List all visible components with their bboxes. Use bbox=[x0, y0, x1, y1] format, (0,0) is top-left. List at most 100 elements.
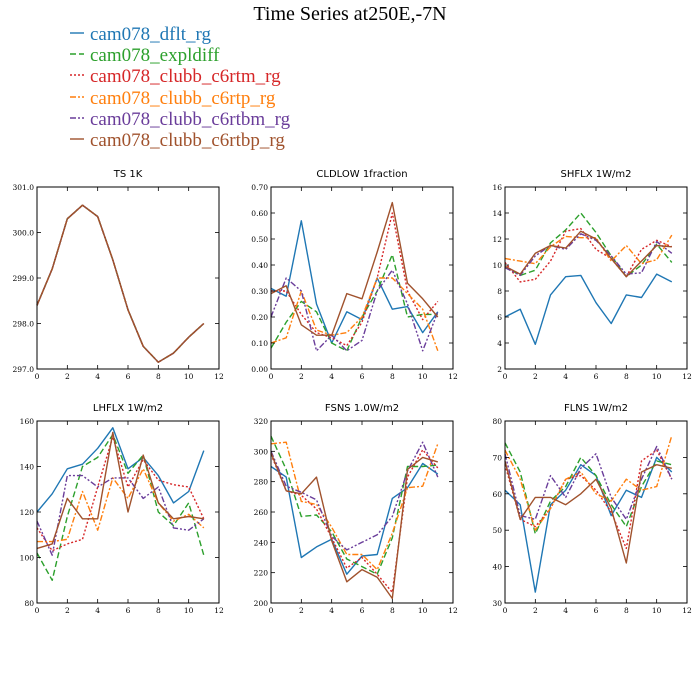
series-line bbox=[504, 435, 673, 531]
y-tick-label: 50 bbox=[492, 526, 502, 535]
series-line bbox=[270, 277, 439, 352]
series-line bbox=[270, 452, 438, 600]
y-tick-label: 60 bbox=[492, 490, 502, 499]
x-tick-label: 8 bbox=[156, 606, 161, 615]
x-tick-label: 10 bbox=[184, 606, 194, 615]
panel-title: TS 1K bbox=[113, 169, 143, 180]
chart-panel: LHFLX 1W/m2 0 2 4 6 8 10 12 80 100 120 140 160 bbox=[20, 403, 224, 615]
series-line bbox=[504, 449, 673, 550]
x-tick-label: 0 bbox=[503, 606, 508, 615]
x-tick-label: 6 bbox=[360, 372, 365, 381]
x-tick-label: 12 bbox=[214, 606, 224, 615]
x-tick-label: 12 bbox=[448, 606, 458, 615]
panel-title: FSNS 1.0W/m2 bbox=[325, 403, 399, 414]
plot-frame bbox=[504, 186, 688, 370]
legend-label: cam078_clubb_c6rtbp_rg bbox=[90, 130, 285, 151]
legend-label: cam078_dflt_rg bbox=[90, 24, 212, 45]
x-tick-label: 2 bbox=[299, 606, 304, 615]
series-line bbox=[504, 233, 673, 277]
y-tick-label: 300.0 bbox=[13, 229, 35, 238]
legend: cam078_dflt_rg cam078_expldiff cam078_cl… bbox=[70, 24, 291, 151]
plot-frame bbox=[36, 186, 220, 370]
y-tick-label: 120 bbox=[20, 508, 35, 517]
x-tick-label: 8 bbox=[390, 606, 395, 615]
legend-entry: cam078_expldiff bbox=[70, 45, 220, 66]
series-line bbox=[270, 201, 439, 336]
legend-entry: cam078_clubb_c6rtbp_rg bbox=[70, 130, 285, 151]
x-tick-label: 8 bbox=[624, 606, 629, 615]
x-tick-label: 8 bbox=[624, 372, 629, 381]
x-tick-label: 2 bbox=[65, 606, 70, 615]
series-line bbox=[36, 204, 205, 363]
x-tick-label: 4 bbox=[329, 372, 334, 381]
x-tick-label: 6 bbox=[360, 606, 365, 615]
x-tick-label: 4 bbox=[95, 606, 100, 615]
series-line bbox=[270, 253, 438, 352]
x-tick-label: 12 bbox=[448, 372, 458, 381]
y-tick-label: 0.40 bbox=[251, 261, 268, 270]
y-tick-label: 0.70 bbox=[251, 183, 268, 192]
series-line bbox=[270, 269, 439, 352]
y-tick-label: 0.60 bbox=[251, 209, 268, 218]
panel-title: FLNS 1W/m2 bbox=[564, 403, 628, 414]
x-tick-label: 4 bbox=[95, 372, 100, 381]
panel-title: CLDLOW 1fraction bbox=[316, 169, 407, 180]
x-tick-label: 0 bbox=[35, 372, 40, 381]
x-tick-label: 10 bbox=[184, 372, 194, 381]
x-tick-label: 8 bbox=[156, 372, 161, 381]
y-tick-label: 0.10 bbox=[251, 339, 268, 348]
legend-label: cam078_clubb_c6rtm_rg bbox=[90, 66, 281, 87]
legend-label: cam078_clubb_c6rtp_rg bbox=[90, 88, 276, 109]
chart-panel: FSNS 1.0W/m2 0 2 4 6 8 10 12 200 220 240 260 280 300 3… bbox=[254, 403, 458, 615]
series-line bbox=[270, 462, 439, 575]
y-tick-label: 16 bbox=[492, 183, 502, 192]
y-tick-label: 70 bbox=[492, 453, 502, 462]
y-tick-label: 0.20 bbox=[251, 313, 268, 322]
series-line bbox=[270, 435, 438, 575]
x-tick-label: 4 bbox=[563, 372, 568, 381]
x-tick-label: 6 bbox=[126, 372, 131, 381]
series-line bbox=[36, 433, 205, 581]
series-line bbox=[37, 468, 205, 543]
y-tick-label: 30 bbox=[492, 599, 502, 608]
series-line bbox=[36, 474, 205, 556]
series-line bbox=[36, 427, 205, 513]
legend-entry: cam078_dflt_rg bbox=[70, 24, 212, 45]
series-line bbox=[504, 230, 672, 278]
x-tick-label: 12 bbox=[682, 606, 692, 615]
y-tick-label: 2 bbox=[497, 365, 502, 374]
x-tick-label: 0 bbox=[503, 372, 508, 381]
y-tick-label: 240 bbox=[254, 538, 269, 547]
series-line bbox=[270, 449, 439, 594]
y-tick-label: 12 bbox=[492, 235, 502, 244]
series-line bbox=[36, 431, 204, 550]
chart-panel: CLDLOW 1fraction 0 2 4 6 8 10 12 0.00 0.10 0.20 0.3… bbox=[251, 169, 458, 381]
series-line bbox=[271, 212, 439, 347]
series-line bbox=[504, 460, 672, 564]
y-tick-label: 4 bbox=[497, 339, 502, 348]
chart-panel: FLNS 1W/m2 0 2 4 6 8 10 12 30 40 50 60 70 80 bbox=[492, 403, 692, 615]
series-line bbox=[504, 445, 673, 520]
x-tick-label: 6 bbox=[594, 606, 599, 615]
panel-title: SHFLX 1W/m2 bbox=[561, 169, 632, 180]
series-line bbox=[270, 441, 439, 551]
series-line bbox=[504, 442, 672, 535]
x-tick-label: 12 bbox=[214, 372, 224, 381]
x-tick-label: 10 bbox=[418, 606, 428, 615]
y-tick-label: 320 bbox=[254, 417, 269, 426]
y-tick-label: 0.00 bbox=[251, 365, 268, 374]
x-tick-label: 4 bbox=[329, 606, 334, 615]
series-line bbox=[270, 441, 439, 571]
y-tick-label: 40 bbox=[492, 563, 502, 572]
y-tick-label: 200 bbox=[254, 599, 269, 608]
x-tick-label: 10 bbox=[418, 372, 428, 381]
x-tick-label: 6 bbox=[594, 372, 599, 381]
series-line bbox=[504, 227, 673, 283]
legend-entry: cam078_clubb_c6rtm_rg bbox=[70, 66, 281, 87]
series-line bbox=[504, 234, 673, 265]
y-tick-label: 299.0 bbox=[13, 274, 35, 283]
panels: TS 1K0 2 4 6 8 10 12297.0298.0299.0300.0301.0C… bbox=[13, 169, 692, 615]
legend-label: cam078_expldiff bbox=[90, 45, 220, 66]
